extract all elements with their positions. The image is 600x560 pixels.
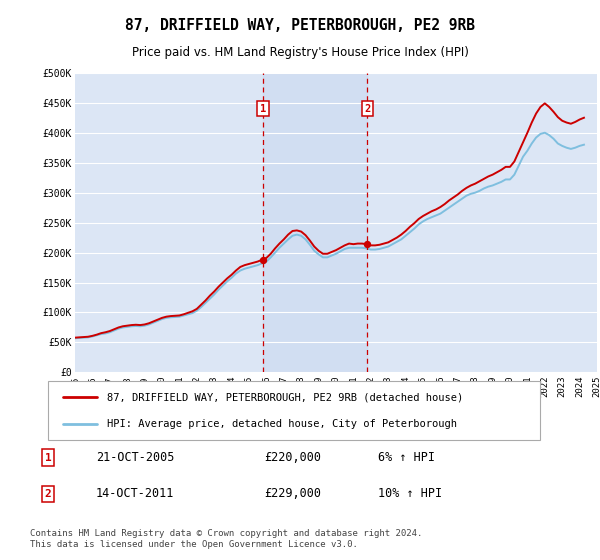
Text: £220,000: £220,000 (264, 451, 321, 464)
Text: 6% ↑ HPI: 6% ↑ HPI (378, 451, 435, 464)
Text: 2: 2 (364, 104, 370, 114)
Text: Contains HM Land Registry data © Crown copyright and database right 2024.
This d: Contains HM Land Registry data © Crown c… (30, 529, 422, 549)
Text: 21-OCT-2005: 21-OCT-2005 (96, 451, 175, 464)
Text: £229,000: £229,000 (264, 487, 321, 501)
Text: 87, DRIFFIELD WAY, PETERBOROUGH, PE2 9RB (detached house): 87, DRIFFIELD WAY, PETERBOROUGH, PE2 9RB… (107, 392, 463, 402)
Point (362, 240, 372, 249)
Point (258, 255, 268, 264)
Bar (263, 73, 367, 372)
FancyBboxPatch shape (48, 381, 540, 440)
Text: Price paid vs. HM Land Registry's House Price Index (HPI): Price paid vs. HM Land Registry's House … (131, 46, 469, 59)
Text: 14-OCT-2011: 14-OCT-2011 (96, 487, 175, 501)
Text: 1: 1 (260, 104, 266, 114)
Text: 10% ↑ HPI: 10% ↑ HPI (378, 487, 442, 501)
Text: 2: 2 (44, 489, 52, 499)
Text: 1: 1 (44, 452, 52, 463)
Text: HPI: Average price, detached house, City of Peterborough: HPI: Average price, detached house, City… (107, 419, 457, 429)
Text: 87, DRIFFIELD WAY, PETERBOROUGH, PE2 9RB: 87, DRIFFIELD WAY, PETERBOROUGH, PE2 9RB (125, 18, 475, 32)
